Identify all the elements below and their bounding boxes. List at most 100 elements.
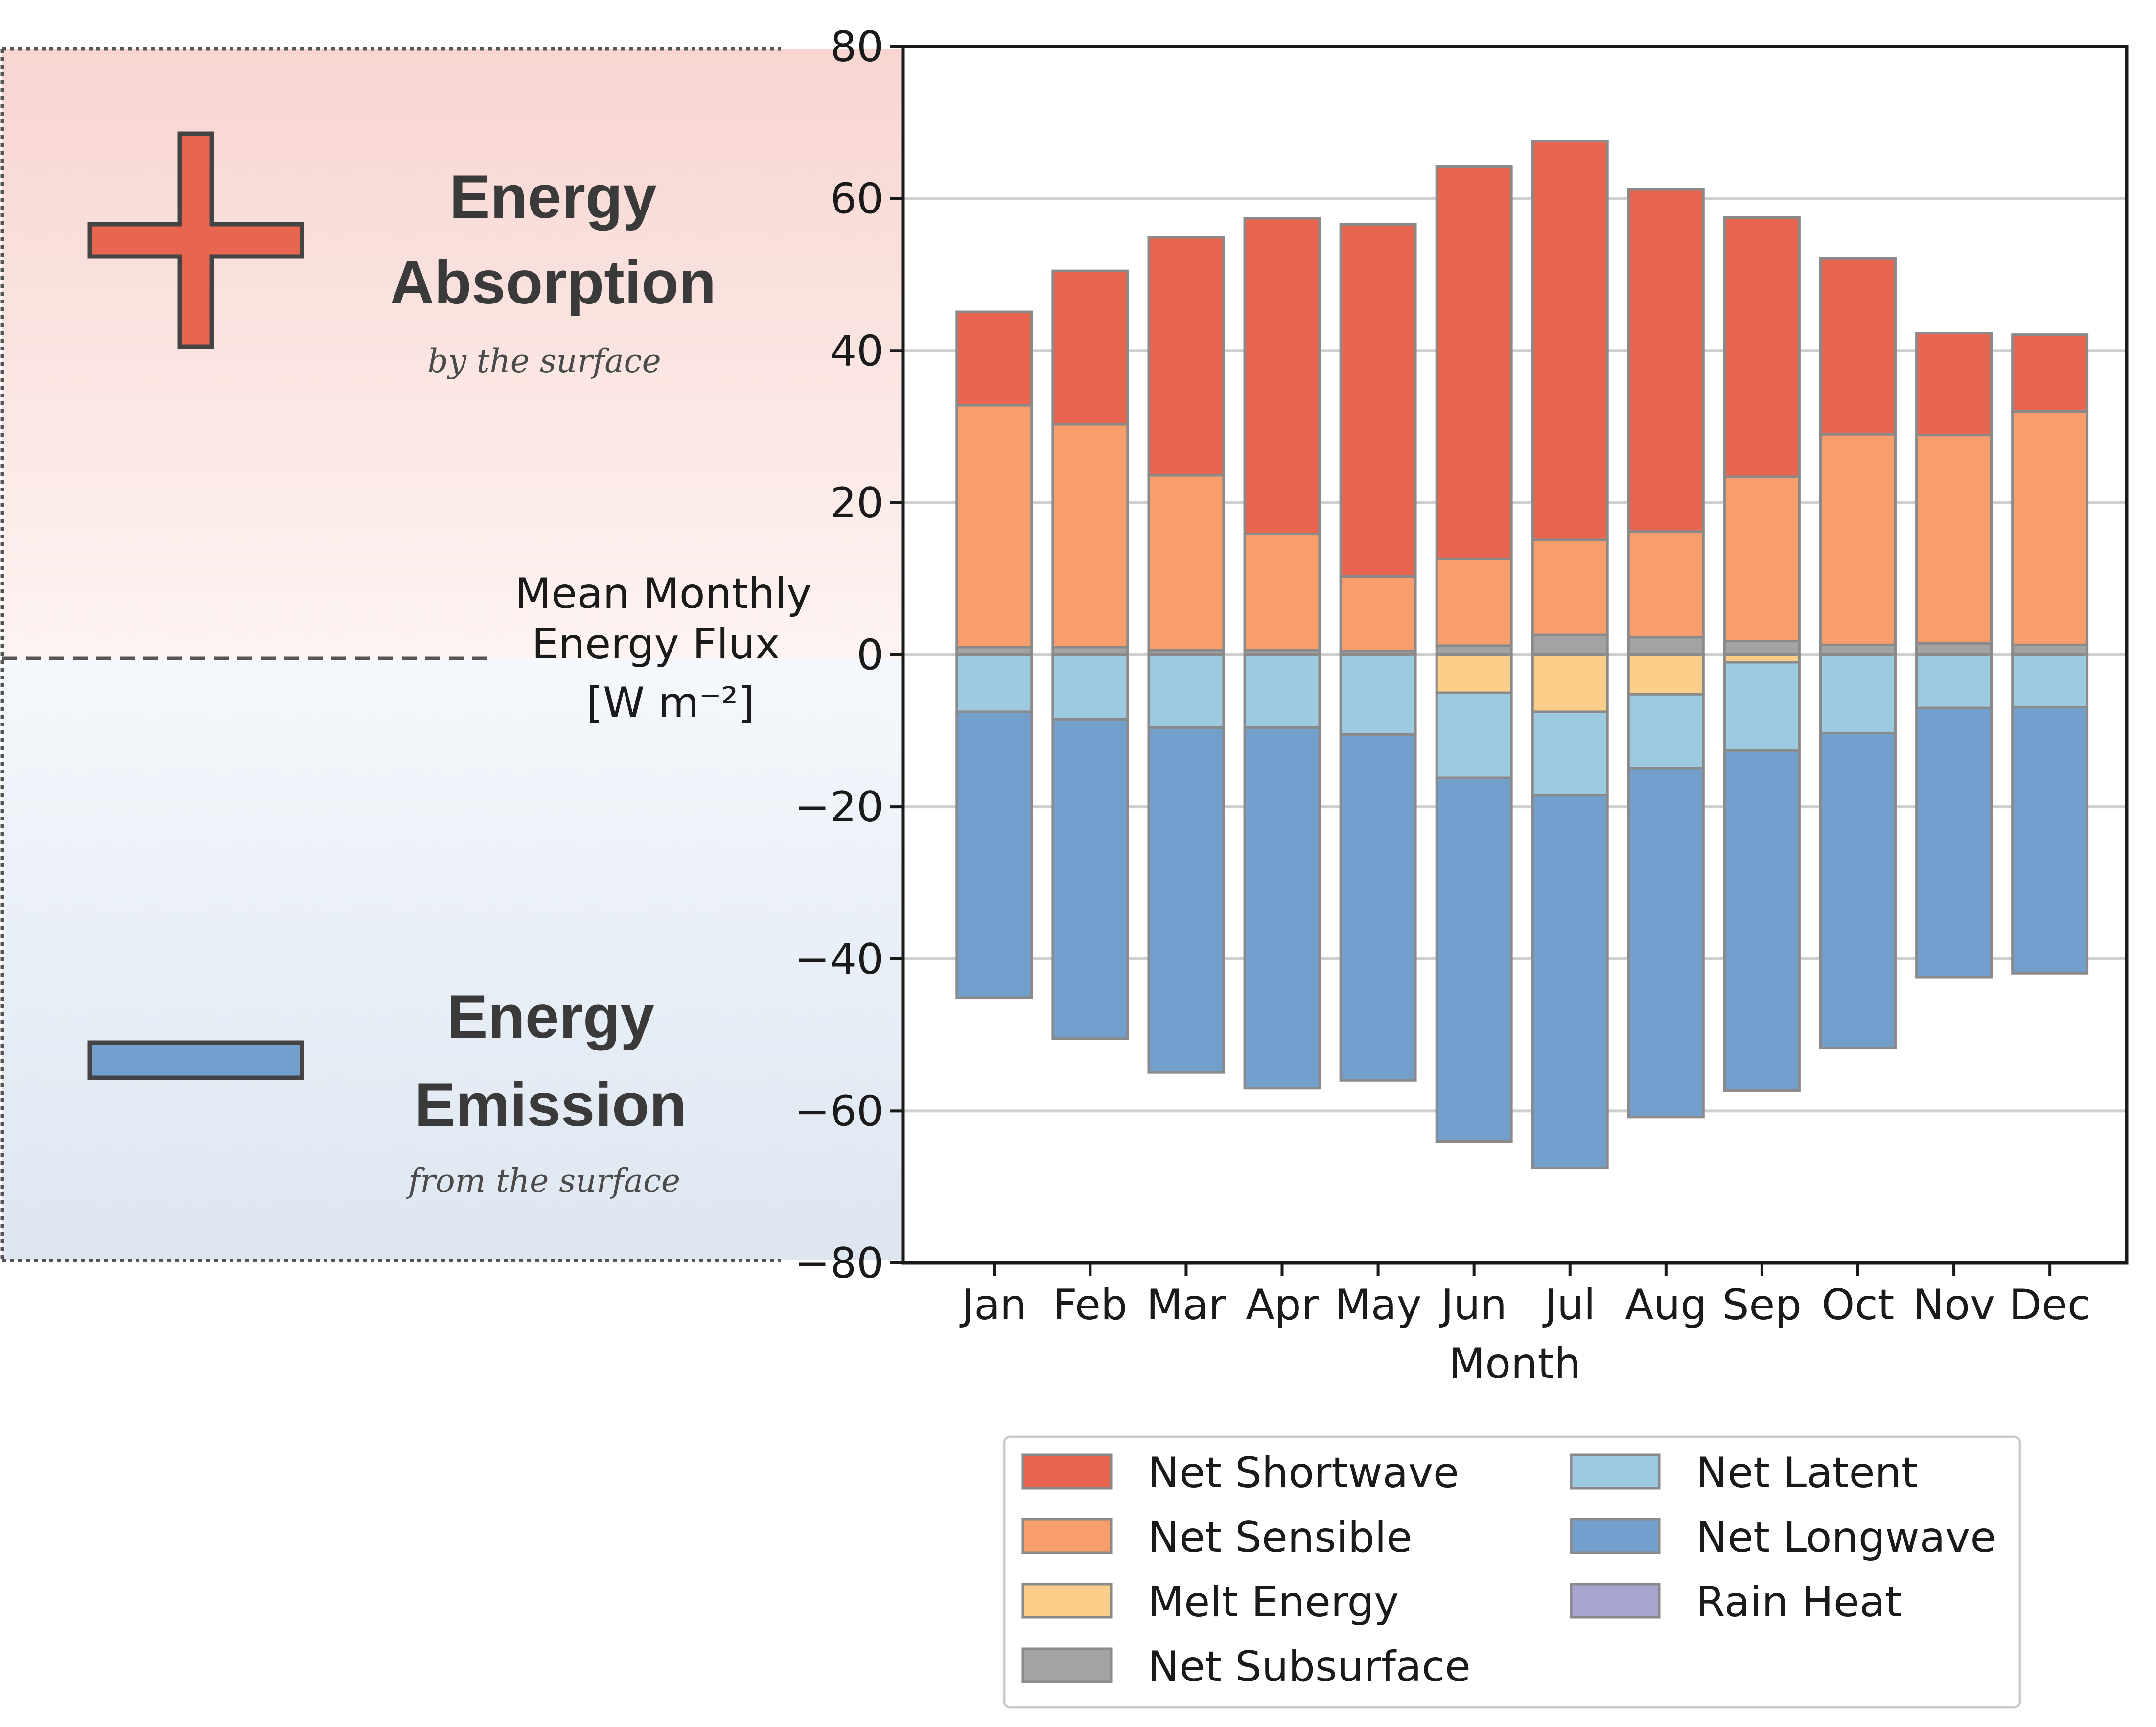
legend-swatch-net-latent xyxy=(1570,1453,1661,1490)
bar-net-latent-mar xyxy=(1147,653,1225,729)
bar-net-longwave-jan xyxy=(955,710,1033,999)
bar-net-longwave-may xyxy=(1339,733,1417,1082)
y-tick-label: −80 xyxy=(795,1239,884,1288)
bar-net-shortwave-feb xyxy=(1051,269,1129,426)
plus-icon xyxy=(87,131,304,349)
bar-net-subsurface-dec xyxy=(2011,643,2089,656)
bar-net-sensible-jan xyxy=(955,404,1033,649)
emission-title-line2: Emission xyxy=(415,1071,687,1139)
bar-net-longwave-jun xyxy=(1435,776,1513,1143)
legend-label-net-latent: Net Latent xyxy=(1696,1448,1918,1497)
bar-net-sensible-jul xyxy=(1531,538,1609,636)
x-axis-ticks: Jan Feb Mar Apr May Jun Jul Aug Sep Oct Nov Dec xyxy=(959,1263,2090,1330)
bar-net-longwave-apr xyxy=(1243,726,1321,1090)
bar-net-longwave-mar xyxy=(1147,726,1225,1074)
bar-net-subsurface-sep xyxy=(1723,640,1801,656)
bar-net-shortwave-nov xyxy=(1915,332,1993,437)
x-tick-label: Jun xyxy=(1438,1281,1507,1330)
bar-net-sensible-jun xyxy=(1435,558,1513,647)
bar-net-sensible-nov xyxy=(1915,434,1993,645)
bar-net-latent-nov xyxy=(1915,653,1993,709)
bar-net-latent-aug xyxy=(1627,693,1705,770)
y-tick-label: 20 xyxy=(830,479,883,528)
bar-net-shortwave-aug xyxy=(1627,188,1705,533)
bar-net-latent-jun xyxy=(1435,691,1513,779)
emission-title-line1: Energy xyxy=(447,983,654,1051)
legend-swatch-net-shortwave xyxy=(1021,1453,1113,1490)
bar-net-latent-oct xyxy=(1819,653,1897,734)
legend-label-rain-heat: Rain Heat xyxy=(1696,1578,1901,1627)
x-tick-label: Jul xyxy=(1542,1281,1596,1330)
bar-net-longwave-aug xyxy=(1627,767,1705,1119)
bar-net-sensible-apr xyxy=(1243,533,1321,652)
x-tick-label: Sep xyxy=(1722,1281,1802,1330)
legend-swatch-melt-energy xyxy=(1021,1583,1113,1619)
y-tick-label: −20 xyxy=(795,783,884,832)
bar-net-longwave-sep xyxy=(1723,749,1801,1092)
bar-net-shortwave-jul xyxy=(1531,140,1609,541)
bar-net-shortwave-jun xyxy=(1435,165,1513,560)
y-tick-label: 40 xyxy=(830,327,883,375)
bar-net-latent-apr xyxy=(1243,653,1321,729)
chart-bars xyxy=(955,140,2089,1169)
y-axis-ticks: 80 60 40 20 0 −20 −40 −60 −80 xyxy=(795,23,903,1288)
absorption-background xyxy=(2,49,903,658)
y-tick-label: 80 xyxy=(830,23,883,71)
absorption-title-line2: Absorption xyxy=(390,249,717,317)
y-tick-label: −60 xyxy=(795,1087,884,1136)
legend-swatch-net-longwave xyxy=(1570,1518,1661,1554)
bar-net-shortwave-mar xyxy=(1147,236,1225,477)
bar-net-subsurface-jun xyxy=(1435,644,1513,656)
legend-box xyxy=(1003,1435,2021,1709)
bar-net-latent-jul xyxy=(1531,710,1609,797)
bar-net-subsurface-nov xyxy=(1915,642,1993,656)
emission-subtitle: from the surface xyxy=(406,1162,680,1200)
bar-net-subsurface-oct xyxy=(1819,643,1897,656)
panel-dotted-border xyxy=(0,47,781,1262)
x-tick-label: Oct xyxy=(1822,1281,1895,1330)
bar-melt-energy-jun xyxy=(1435,653,1513,694)
bar-net-shortwave-dec xyxy=(2011,333,2089,413)
x-tick-label: Mar xyxy=(1146,1281,1226,1330)
bar-net-longwave-nov xyxy=(1915,706,1993,979)
bar-net-latent-feb xyxy=(1051,653,1129,721)
bar-net-sensible-dec xyxy=(2011,410,2089,646)
x-tick-label: Aug xyxy=(1625,1281,1707,1330)
y-axis-label-line1: Mean Monthly xyxy=(515,569,811,618)
absorption-subtitle: by the surface xyxy=(427,342,661,380)
legend-swatch-rain-heat xyxy=(1570,1583,1661,1619)
legend-label-net-longwave: Net Longwave xyxy=(1696,1513,1996,1562)
bar-net-shortwave-sep xyxy=(1723,216,1801,478)
legend-label-net-subsurface: Net Subsurface xyxy=(1148,1642,1471,1691)
legend-label-net-sensible: Net Sensible xyxy=(1148,1513,1412,1562)
bar-net-sensible-aug xyxy=(1627,530,1705,639)
bar-net-shortwave-apr xyxy=(1243,217,1321,536)
y-axis-label-line2: Energy Flux xyxy=(532,620,780,669)
legend-label-net-shortwave: Net Shortwave xyxy=(1148,1448,1459,1497)
bar-net-sensible-may xyxy=(1339,575,1417,653)
bar-net-latent-dec xyxy=(2011,653,2089,709)
bar-melt-energy-jul xyxy=(1531,653,1609,713)
y-axis-label-line3: [W m⁻²] xyxy=(586,678,754,727)
bar-net-latent-jan xyxy=(955,653,1033,713)
bar-net-sensible-mar xyxy=(1147,474,1225,652)
x-axis-label: Month xyxy=(1449,1339,1581,1388)
bar-net-latent-sep xyxy=(1723,661,1801,752)
legend-swatch-net-subsurface xyxy=(1021,1647,1113,1683)
bar-net-longwave-feb xyxy=(1051,718,1129,1040)
bar-net-subsurface-aug xyxy=(1627,636,1705,656)
bar-net-shortwave-may xyxy=(1339,223,1417,578)
y-tick-label: 60 xyxy=(830,175,883,224)
bar-net-longwave-dec xyxy=(2011,706,2089,975)
bar-net-subsurface-jul xyxy=(1531,633,1609,656)
x-tick-label: Dec xyxy=(2009,1281,2090,1330)
bar-net-shortwave-jan xyxy=(955,310,1033,407)
y-tick-label: 0 xyxy=(857,631,883,680)
bar-net-longwave-jul xyxy=(1531,794,1609,1169)
x-tick-label: Nov xyxy=(1913,1281,1995,1330)
legend: Net Shortwave Net Latent Net Sensible Net L… xyxy=(1021,1448,1996,1691)
x-tick-label: Jan xyxy=(959,1281,1027,1330)
bar-net-sensible-sep xyxy=(1723,475,1801,643)
x-tick-label: May xyxy=(1335,1281,1422,1330)
